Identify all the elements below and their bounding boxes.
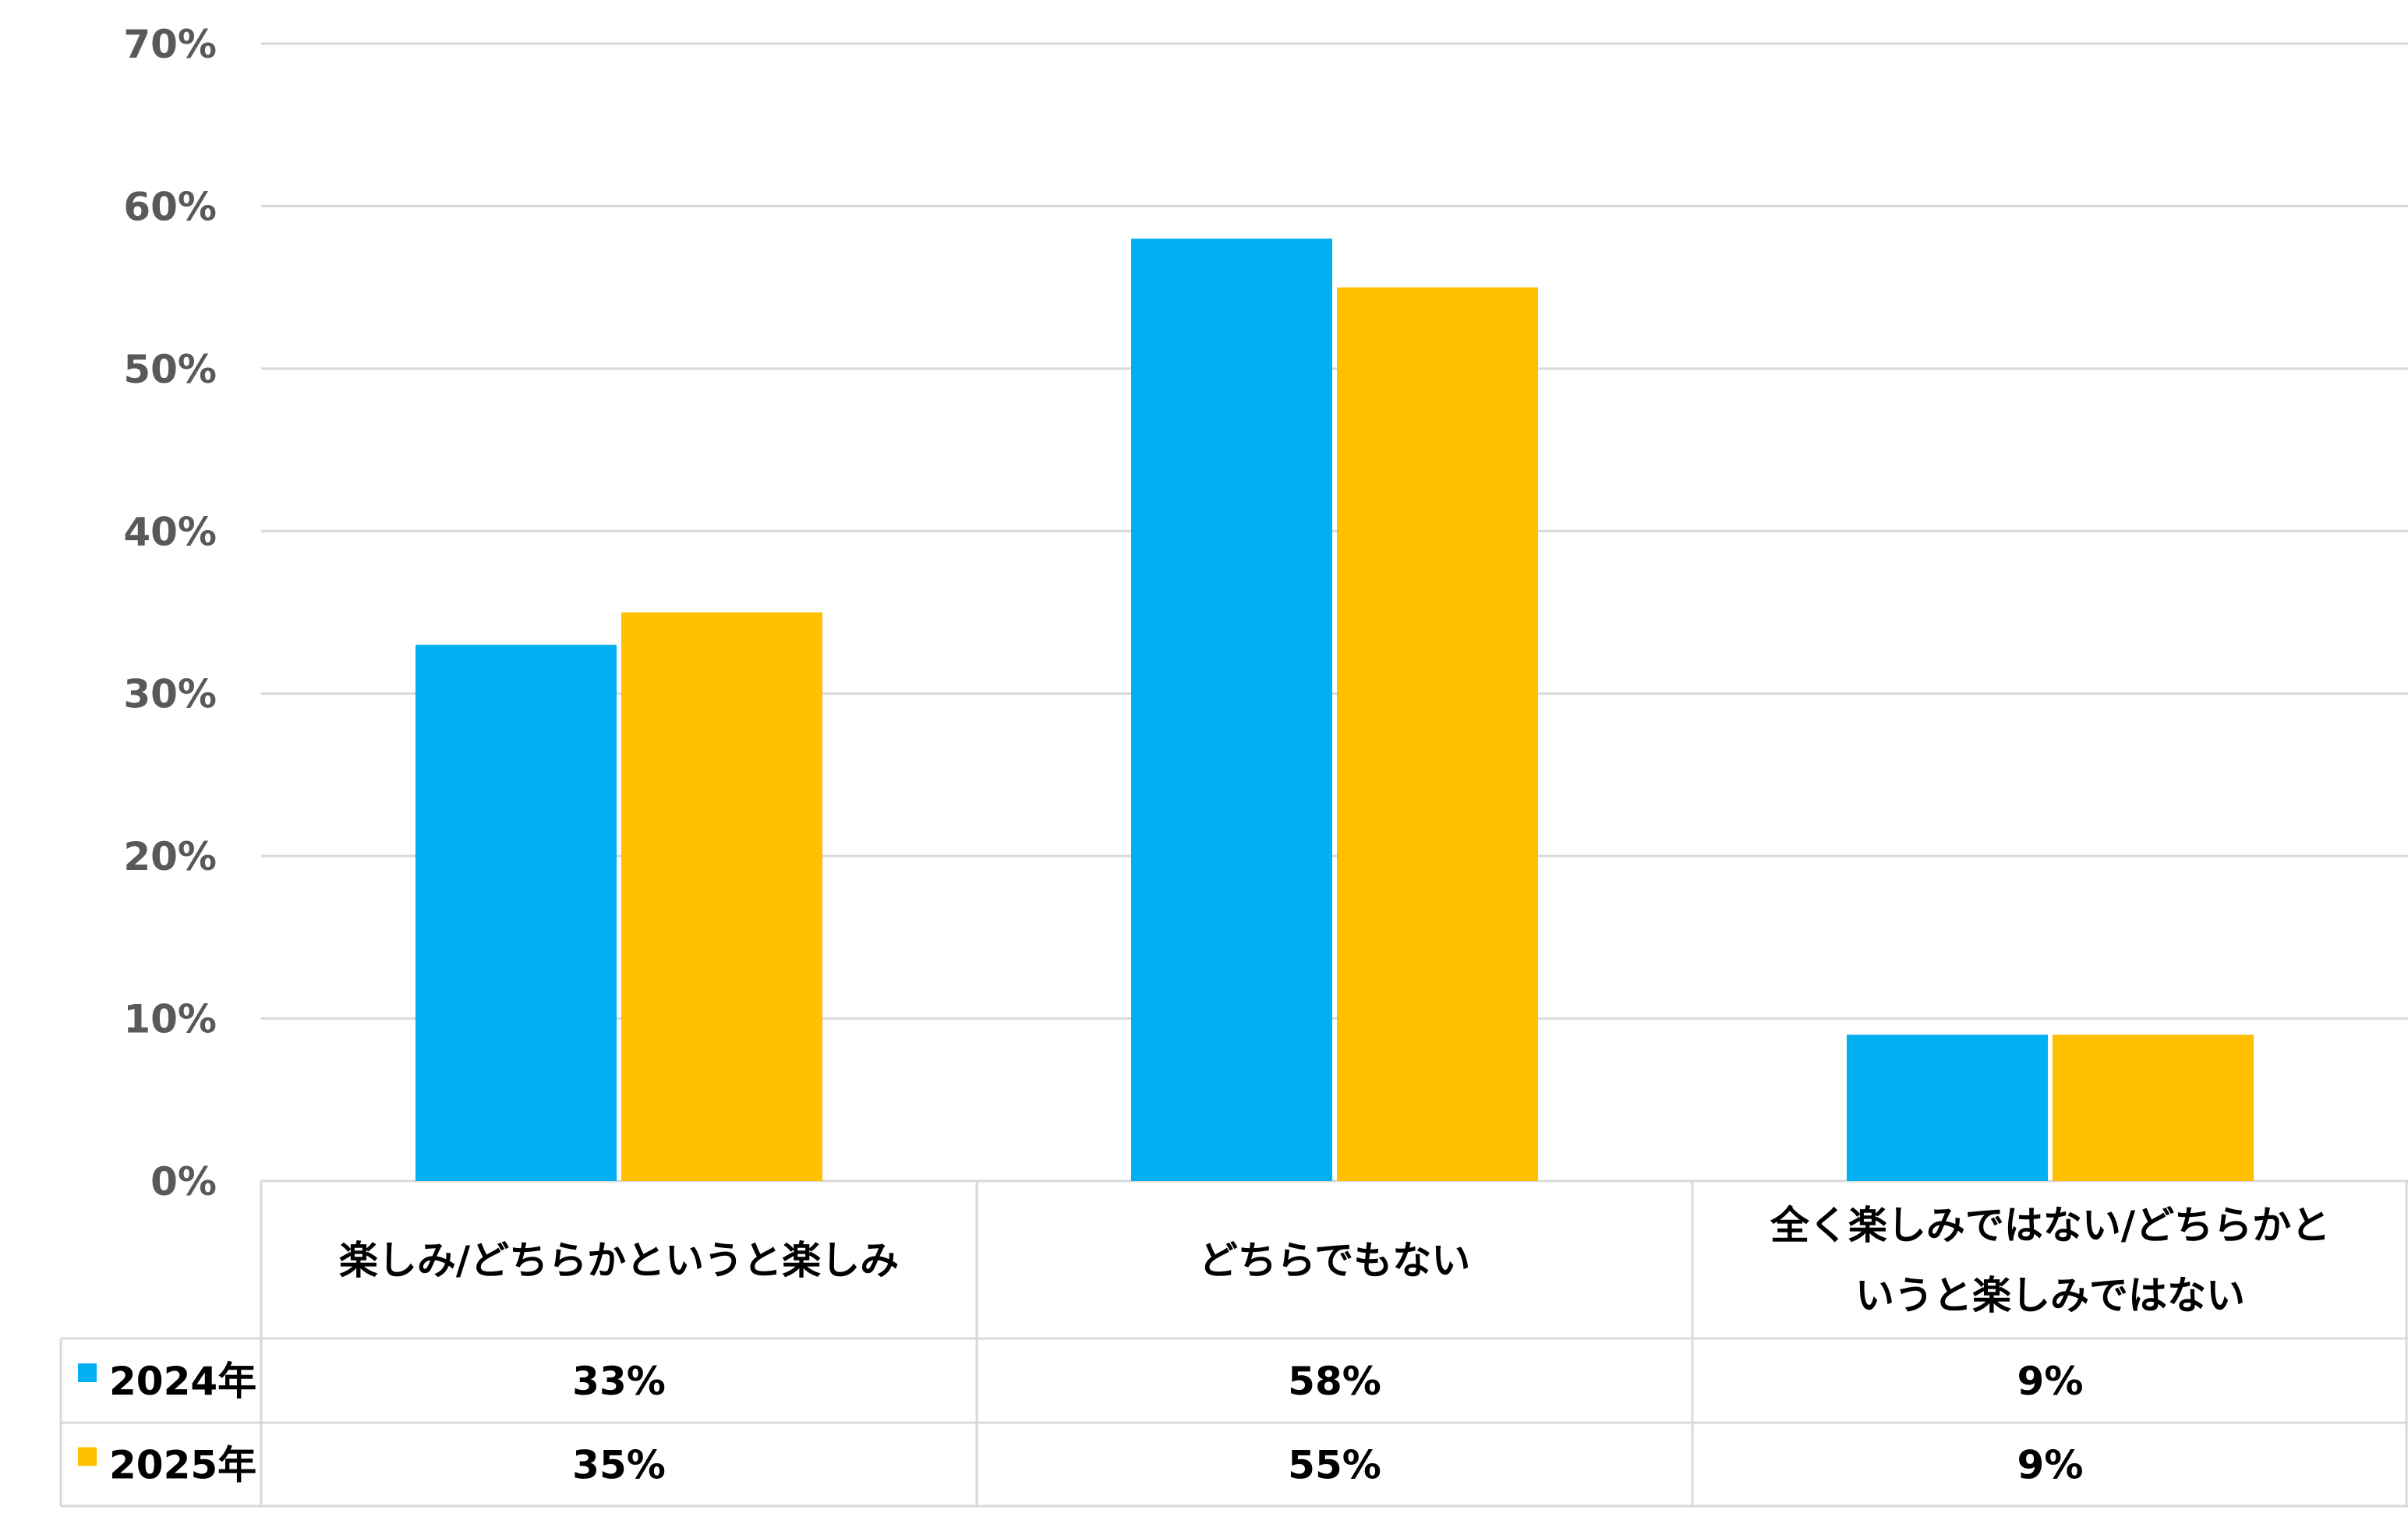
y-tick-label: 50% xyxy=(123,347,217,392)
series-name: 2024年 xyxy=(109,1359,256,1404)
data-label: 9% xyxy=(2017,1443,2084,1488)
y-tick-label: 60% xyxy=(123,184,217,229)
bar xyxy=(621,612,822,1181)
bar xyxy=(1337,287,1538,1182)
y-tick-label: 10% xyxy=(123,997,217,1042)
category-label: 全く楽しみではない/どちらかと xyxy=(1770,1203,2330,1248)
bar xyxy=(1131,239,1332,1182)
y-tick-label: 70% xyxy=(123,22,217,67)
y-axis-tick-labels: 0% 10% 20% 30% 40% 50% 60% 70% xyxy=(123,22,217,1204)
bars xyxy=(415,239,2254,1182)
data-label: 35% xyxy=(572,1443,666,1488)
data-table: 楽しみ/どちらかというと楽しみ どちらでもない 全く楽しみではない/どちらかというと… xyxy=(59,1181,2408,1508)
category-label: 楽しみ/どちらかというと楽しみ xyxy=(339,1238,899,1283)
data-label: 9% xyxy=(2017,1359,2084,1404)
data-label: 58% xyxy=(1288,1359,1381,1404)
y-tick-label: 30% xyxy=(123,672,217,717)
legend-key xyxy=(78,1447,97,1466)
category-label: どちらでもない xyxy=(1199,1238,1471,1283)
legend-key xyxy=(78,1363,97,1382)
gridlines xyxy=(261,42,2408,1183)
y-tick-label: 40% xyxy=(123,509,217,554)
bar xyxy=(2053,1034,2254,1181)
data-label: 55% xyxy=(1288,1443,1381,1488)
y-tick-label: 20% xyxy=(123,834,217,879)
bar xyxy=(1847,1034,2048,1181)
series-name: 2025年 xyxy=(109,1443,256,1488)
y-tick-label: 0% xyxy=(150,1159,217,1204)
data-label: 33% xyxy=(572,1359,666,1404)
bar xyxy=(415,645,617,1181)
category-label: いうと楽しみではない xyxy=(1855,1273,2245,1318)
